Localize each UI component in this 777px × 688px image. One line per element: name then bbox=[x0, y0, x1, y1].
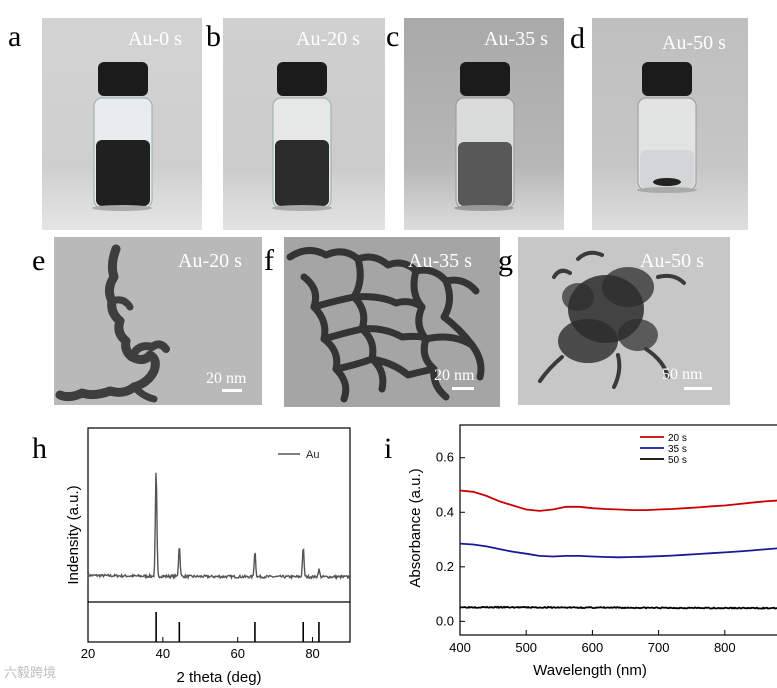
absorbance-chart: 4005006007008009000.00.20.40.6 20 s35 s5… bbox=[407, 424, 777, 679]
xrd-plot-frame bbox=[87, 427, 351, 643]
legend-label-20s: 20 s bbox=[668, 433, 687, 444]
scale-bar-e bbox=[222, 389, 242, 392]
photo-label-a: Au-0 s bbox=[128, 28, 182, 50]
xrd-x-tick-label: 80 bbox=[305, 646, 319, 661]
photo-label-b: Au-20 s bbox=[296, 28, 360, 50]
absorbance-x-tick-label: 800 bbox=[714, 640, 736, 655]
absorbance-series-35s bbox=[459, 542, 777, 559]
absorbance-x-tick-label: 700 bbox=[648, 640, 670, 655]
xrd-x-axis-label: 2 theta (deg) bbox=[176, 669, 261, 686]
panel-letter-f: f bbox=[264, 244, 274, 277]
absorbance-y-tick-label: 0.6 bbox=[436, 450, 454, 465]
absorbance-x-tick-label: 600 bbox=[582, 640, 604, 655]
xrd-x-tick-label: 20 bbox=[81, 646, 95, 661]
panel-letter-h: h bbox=[32, 432, 47, 465]
xrd-chart: 20 40 60 80 Au 2 theta (deg) Indensity (a.u… bbox=[65, 427, 351, 686]
panel-letter-d: d bbox=[570, 22, 585, 55]
legend-label-au: Au bbox=[306, 449, 319, 461]
xrd-y-axis-label: Indensity (a.u.) bbox=[65, 485, 82, 584]
absorbance-y-tick-label: 0.0 bbox=[436, 613, 454, 628]
photo-label-d: Au-50 s bbox=[662, 32, 726, 54]
scale-bar-f bbox=[452, 387, 474, 390]
absorbance-series-50s bbox=[459, 605, 777, 610]
absorbance-y-axis-label: Absorbance (a.u.) bbox=[407, 468, 424, 587]
absorbance-y-tick-label: 0.4 bbox=[436, 504, 454, 519]
tem-label-e: Au-20 s bbox=[178, 250, 242, 272]
xrd-x-tick-label: 60 bbox=[230, 646, 244, 661]
tem-label-g: Au-50 s bbox=[640, 250, 704, 272]
photo-label-c: Au-35 s bbox=[484, 28, 548, 50]
watermark: 六毅跨境 bbox=[4, 666, 57, 681]
legend-label-50s: 50 s bbox=[668, 455, 687, 466]
absorbance-y-tick-label: 0.2 bbox=[436, 559, 454, 574]
panel-letter-g: g bbox=[498, 244, 513, 277]
xrd-series-au bbox=[87, 472, 350, 581]
absorbance-series-20s bbox=[459, 489, 777, 512]
panel-letter-a: a bbox=[8, 20, 22, 53]
legend-label-35s: 35 s bbox=[668, 444, 687, 455]
tem-image-au-35s bbox=[284, 237, 500, 407]
absorbance-x-tick-label: 500 bbox=[515, 640, 537, 655]
absorbance-plot-frame bbox=[459, 424, 777, 636]
absorbance-x-axis-label: Wavelength (nm) bbox=[533, 662, 647, 679]
scale-text-g: 50 nm bbox=[662, 366, 703, 383]
tem-label-f: Au-35 s bbox=[408, 250, 472, 272]
vial-photo-au-50s bbox=[592, 18, 748, 230]
scale-bar-g bbox=[684, 387, 712, 390]
vial-photo-au-35s bbox=[404, 18, 564, 230]
vial-photo-au-0s bbox=[42, 18, 202, 230]
scale-text-f: 20 nm bbox=[434, 367, 475, 384]
panel-letter-c: c bbox=[386, 20, 400, 53]
tem-image-au-20s bbox=[54, 237, 262, 405]
vial-photo-au-20s bbox=[223, 18, 385, 230]
absorbance-x-tick-label: 400 bbox=[449, 640, 471, 655]
panel-letter-e: e bbox=[32, 244, 46, 277]
scale-text-e: 20 nm bbox=[206, 370, 247, 387]
panel-letter-i: i bbox=[384, 432, 393, 465]
xrd-x-tick-label: 40 bbox=[156, 646, 170, 661]
tem-image-au-50s bbox=[518, 237, 730, 405]
panel-letter-b: b bbox=[206, 20, 221, 53]
